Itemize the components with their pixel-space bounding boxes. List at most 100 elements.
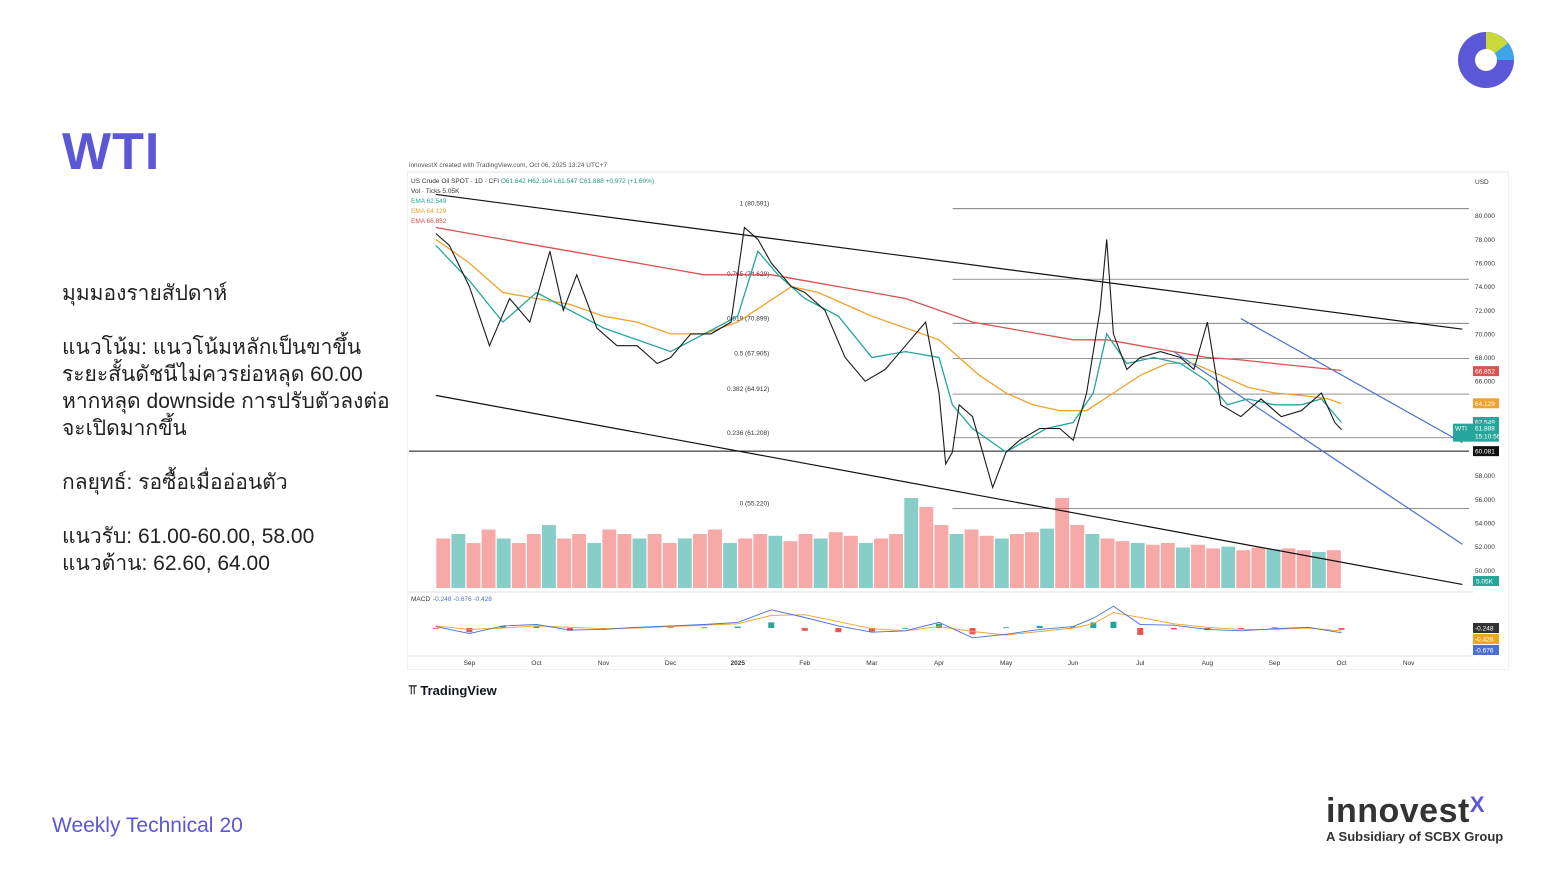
- volume-bar: [874, 538, 888, 588]
- tradingview-brand: ⫪ TradingView: [409, 682, 497, 698]
- macd-hist-bar: [868, 628, 875, 632]
- macd-tag-bg-0: [1473, 623, 1499, 633]
- page-title: WTI: [62, 123, 161, 181]
- fib-levels: 1 (80.591)0.765 (74.629)0.618 (70.899)0.…: [409, 201, 1469, 509]
- symbol-text: US Crude Oil SPOT · 1D · CFI O61.642 H62…: [411, 178, 654, 185]
- volume-tag: 5.05K: [1476, 579, 1494, 586]
- created-by-text: innovestX created with TradingView.com, …: [409, 162, 607, 169]
- volume-bar: [934, 525, 949, 588]
- volume-bar: [662, 543, 677, 588]
- volume-bar: [451, 534, 466, 588]
- volume-bar: [466, 543, 481, 588]
- y-tick-3: 74.000: [1475, 284, 1495, 291]
- volume-bar: [843, 535, 858, 588]
- volume-bar: [738, 538, 753, 588]
- macd-hist-bar: [1090, 622, 1097, 628]
- brand-x: X: [1469, 792, 1485, 817]
- footer-label: Weekly Technical: [52, 814, 214, 837]
- volume-bar: [1130, 543, 1145, 588]
- y-tick-10: 58.000: [1475, 473, 1495, 480]
- y-tick-13: 52.000: [1475, 544, 1495, 551]
- tradingview-icon: ⫪: [409, 682, 417, 697]
- wti-tag-timer: 15:10:56: [1475, 434, 1501, 441]
- x-tick-4: 2025: [730, 660, 745, 667]
- macd-hist-bar: [1338, 628, 1345, 630]
- x-tick-12: Sep: [1269, 660, 1281, 667]
- trendline-0: [435, 193, 1463, 330]
- y-tick-2: 76.000: [1475, 261, 1495, 268]
- brand-wordmark: innovestX: [1326, 792, 1526, 831]
- volume-bar: [617, 534, 632, 588]
- volume-bar: [526, 534, 541, 588]
- volume-bar: [1296, 550, 1311, 588]
- macd-tag-0: -0.248: [1475, 626, 1494, 633]
- volume-bar: [1040, 528, 1055, 588]
- x-tick-8: May: [1000, 660, 1013, 667]
- symbol-name: US Crude Oil SPOT · 1D · CFI: [411, 178, 499, 185]
- macd-tag-2: -0.676: [1475, 648, 1494, 655]
- volume-bar: [753, 534, 768, 588]
- macd-tag-bg-1: [1473, 634, 1499, 644]
- price-tag-bg-2: [1473, 416, 1499, 427]
- volume-bar: [813, 538, 828, 588]
- ema-label-3: EMA 66.852: [411, 218, 447, 225]
- wti-tag-bg: [1453, 423, 1499, 442]
- volume-bar: [511, 543, 526, 588]
- macd-hist-bar: [667, 627, 674, 629]
- volume-bar: [496, 538, 511, 588]
- price-tag-2: 62.549: [1475, 419, 1495, 426]
- volume-bar: [1085, 534, 1100, 588]
- volume-bar: [632, 538, 647, 588]
- x-tick-9: Jun: [1068, 660, 1079, 667]
- volume-bar: [858, 543, 873, 588]
- volume-bars: [436, 498, 1341, 588]
- y-tick-1: 78.000: [1475, 237, 1495, 244]
- tradingview-label: TradingView: [420, 682, 497, 698]
- ema-long-line: [435, 226, 1342, 372]
- macd-tag-1: -0.428: [1475, 637, 1494, 644]
- macd-hist-bar: [533, 626, 540, 628]
- macd-hist-bar: [835, 628, 842, 633]
- volume-bar: [1191, 544, 1205, 588]
- volume-bar: [783, 541, 798, 588]
- y-tick-0: 80.000: [1475, 213, 1495, 220]
- fib-label-3: 0.5 (67.905): [734, 351, 769, 358]
- macd-label: MACD: [411, 596, 430, 603]
- x-tick-1: Oct: [531, 660, 541, 667]
- macd-hist-bar: [936, 623, 942, 628]
- volume-bar: [1281, 548, 1296, 588]
- macd-hist-bar: [734, 626, 741, 628]
- fib-label-0: 1 (80.591): [740, 201, 770, 208]
- fib-label-6: 0 (55.220): [740, 501, 770, 508]
- volume-bar: [692, 534, 707, 588]
- wti-chart: innovestX created with TradingView.com, …: [407, 158, 1509, 670]
- volume-bar: [1206, 548, 1221, 588]
- y-tick-4: 72.000: [1475, 308, 1495, 315]
- macd-hist-bar: [768, 622, 775, 628]
- volume-bar: [1025, 532, 1039, 588]
- currency-label: USD: [1475, 179, 1489, 186]
- macd-hist-bar: [567, 628, 574, 631]
- macd-hist-bar: [801, 628, 808, 631]
- macd-hist-bar: [902, 628, 909, 629]
- ema-label-1: EMA 62.549: [411, 198, 447, 205]
- volume-bar: [1100, 538, 1115, 588]
- y-tick-5: 70.000: [1475, 331, 1495, 338]
- trendline-1: [435, 394, 1463, 586]
- volume-bar: [1251, 547, 1266, 588]
- brand-word: innovest: [1326, 792, 1470, 830]
- volume-bar: [1055, 498, 1070, 588]
- ema-label-2: EMA 64.129: [411, 208, 447, 215]
- volume-bar: [1266, 549, 1281, 588]
- volume-bar: [1221, 546, 1236, 588]
- volume-bar: [964, 529, 979, 588]
- x-tick-2: Nov: [598, 660, 610, 667]
- macd-hist-bar: [1237, 628, 1244, 630]
- macd-hist-bar: [1036, 625, 1043, 628]
- wti-tag-label: WTI: [1455, 426, 1467, 433]
- macd-hist-bar: [1271, 627, 1278, 629]
- y-tick-12: 54.000: [1475, 521, 1495, 528]
- price-tag-bg-0: [1473, 366, 1499, 377]
- macd-hist-bar: [432, 628, 439, 629]
